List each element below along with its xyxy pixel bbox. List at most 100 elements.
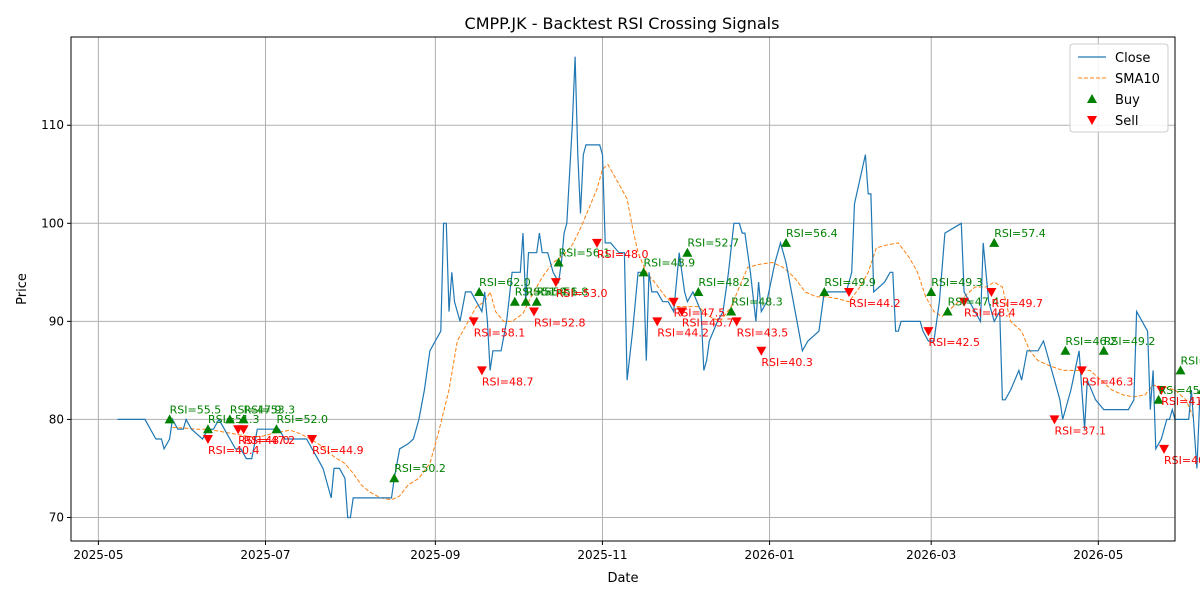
legend-label: Close <box>1115 51 1150 66</box>
buy-annotation: RSI=45.1 <box>1159 384 1200 397</box>
buy-annotation: RSI=54.1 <box>526 286 578 299</box>
buy-annotation: RSI=57.4 <box>994 227 1046 240</box>
buy-marker <box>638 267 649 277</box>
legend-label: Buy <box>1115 93 1140 108</box>
legend-box <box>1069 43 1169 133</box>
y-axis-label: Price <box>15 273 30 305</box>
sell-annotation: RSI=44.9 <box>312 444 364 457</box>
buy-marker <box>726 306 737 316</box>
sell-annotation: RSI=47.2 <box>244 434 296 447</box>
buy-marker <box>1060 345 1071 355</box>
buy-annotation: RSI=52.7 <box>687 237 739 250</box>
buy-annotation: RSI=48.2 <box>698 276 750 289</box>
buy-marker <box>693 286 704 296</box>
sell-marker <box>1049 415 1060 425</box>
x-tick-label: 2026-05 <box>1073 548 1123 562</box>
buy-marker <box>389 473 400 483</box>
buy-annotation: RSI=62.0 <box>479 276 531 289</box>
buy-annotation: RSI=49.9 <box>824 276 876 289</box>
buy-marker <box>819 286 830 296</box>
sma10-line <box>172 163 1195 501</box>
x-tick-label: 2026-03 <box>906 548 956 562</box>
buy-marker <box>238 414 249 424</box>
legend-label: Sell <box>1115 114 1138 129</box>
sell-annotation: RSI=52.8 <box>534 317 586 330</box>
buy-marker <box>202 424 213 434</box>
sell-marker <box>731 317 742 327</box>
buy-annotation: RSI=46.2 <box>1065 335 1117 348</box>
chart-title: CMPP.JK - Backtest RSI Crossing Signals <box>465 14 780 33</box>
signal-annotations: RSI=55.5RSI=51.3RSI=53.3RSI=47.9RSI=52.0… <box>170 227 1200 475</box>
buy-marker <box>509 296 520 306</box>
sell-marker <box>1076 366 1087 376</box>
sell-marker <box>652 317 663 327</box>
x-tick-label: 2025-07 <box>240 548 290 562</box>
sell-marker <box>202 435 213 445</box>
plot-frame <box>70 36 1176 542</box>
buy-marker <box>1098 345 1109 355</box>
sell-annotation: RSI=48.0 <box>238 434 290 447</box>
x-axis: 2025-05 2025-07 2025-09 2025-11 2026-01 2026-… <box>73 541 1123 562</box>
sell-annotation: RSI=37.1 <box>1054 424 1106 437</box>
y-axis: 70 80 90 100 110 <box>41 118 71 524</box>
sell-marker <box>844 287 855 297</box>
signal-markers <box>164 237 1200 483</box>
buy-annotation: RSI=48.9 <box>644 256 696 269</box>
buy-marker <box>1153 394 1164 404</box>
sell-annotation: RSI=46.3 <box>1082 375 1134 388</box>
buy-annotation: RSI=48.3 <box>731 296 783 309</box>
sell-marker <box>668 297 679 307</box>
sell-marker <box>959 297 970 307</box>
y-tick-label: 90 <box>49 314 64 328</box>
buy-annotation: RSI=49.3 <box>931 276 983 289</box>
sell-marker <box>528 307 539 317</box>
buy-marker <box>531 296 542 306</box>
buy-marker <box>271 424 282 434</box>
x-tick-label: 2025-11 <box>577 548 627 562</box>
sell-marker <box>468 317 479 327</box>
buy-marker <box>474 286 485 296</box>
buy-annotation: RSI=53.3 <box>244 403 296 416</box>
buy-annotation: RSI=47.9 <box>230 403 282 416</box>
sell-marker <box>1159 444 1170 454</box>
sell-marker <box>591 238 602 248</box>
buy-marker <box>926 286 937 296</box>
y-tick-label: 80 <box>49 412 64 426</box>
x-tick-label: 2025-05 <box>73 548 123 562</box>
buy-annotation: RSI=47.4 <box>948 296 1000 309</box>
legend-label: SMA10 <box>1115 72 1160 87</box>
buy-annotation: RSI=52.0 <box>276 413 328 426</box>
sell-annotation: RSI=47.5 <box>674 307 726 320</box>
buy-annotation: RSI=56.4 <box>786 227 838 240</box>
buy-annotation: RSI=51.9 <box>515 286 567 299</box>
x-tick-label: 2026-01 <box>744 548 794 562</box>
sell-annotation: RSI=53.0 <box>556 287 608 300</box>
sell-annotation: RSI=48.7 <box>482 375 534 388</box>
sell-annotation: RSI=48.4 <box>964 307 1016 320</box>
sell-marker <box>986 287 997 297</box>
legend: Close SMA10 Buy Sell <box>1069 43 1169 133</box>
y-tick-label: 110 <box>41 118 64 132</box>
sell-annotation: RSI=45.7 <box>682 317 734 330</box>
sell-annotation: RSI=44.2 <box>657 326 709 339</box>
x-tick-label: 2025-09 <box>410 548 460 562</box>
legend-buy-swatch <box>1087 94 1097 103</box>
buy-marker <box>1197 389 1200 394</box>
sell-annotation: RSI=43.5 <box>737 326 789 339</box>
buy-annotation: RSI=50.7 <box>1180 354 1200 367</box>
buy-annotation: RSI=49.2 <box>1104 335 1156 348</box>
sell-marker <box>476 366 487 376</box>
sell-annotation: RSI=40.8 <box>1164 454 1200 467</box>
sell-annotation: RSI=40.3 <box>761 356 813 369</box>
buy-marker <box>164 414 175 424</box>
sell-annotation: RSI=49.7 <box>991 297 1043 310</box>
sell-marker <box>756 346 767 356</box>
sell-marker <box>1156 385 1167 395</box>
buy-marker <box>553 257 564 267</box>
buy-annotation: RSI=55.5 <box>170 403 222 416</box>
buy-annotation: RSI=56.1 <box>559 247 611 260</box>
y-tick-label: 70 <box>49 510 64 524</box>
buy-marker <box>989 237 1000 247</box>
sell-annotation: RSI=58.1 <box>474 326 526 339</box>
